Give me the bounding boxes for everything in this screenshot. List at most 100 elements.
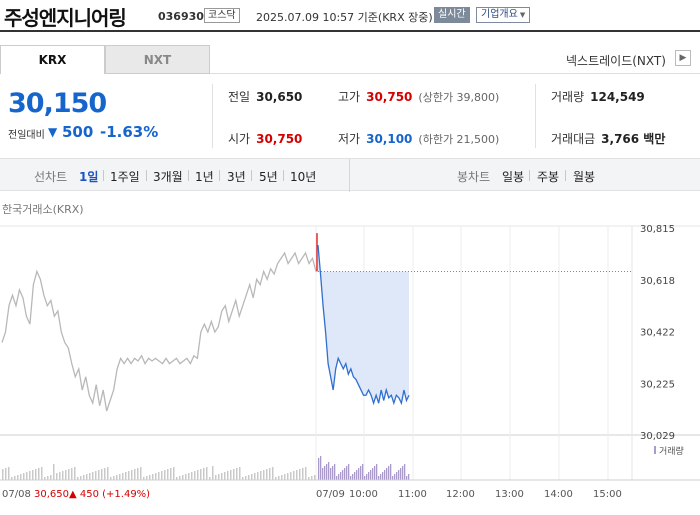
- trade-amount: 거래대금 3,766 백만: [551, 130, 665, 147]
- volume-bar: [302, 468, 304, 480]
- volume-bar: [390, 464, 392, 480]
- volume-bar: [296, 470, 298, 480]
- volume-bar: [386, 468, 388, 480]
- company-overview-button[interactable]: 기업개요 ▼: [476, 7, 531, 23]
- high-value: 30,750: [366, 90, 413, 104]
- separator: [251, 170, 252, 181]
- volume-bar: [83, 475, 85, 480]
- open-value: 30,750: [256, 132, 303, 146]
- volume-bar: [56, 473, 58, 480]
- volume-bar: [137, 468, 139, 480]
- volume-bar: [182, 475, 184, 480]
- candle-chart-label[interactable]: 봉차트: [457, 170, 491, 184]
- volume-bar: [176, 477, 178, 480]
- volume-bar: [378, 476, 380, 480]
- high-label: 고가: [338, 90, 361, 104]
- prev-day-change: ▲ 450 (+1.49%): [69, 489, 150, 500]
- period-1d[interactable]: 1일: [79, 170, 99, 184]
- volume-legend-swatch: [654, 446, 656, 454]
- x-tick-label: 13:00: [495, 489, 524, 500]
- open-label: 시가: [228, 132, 251, 146]
- volume-bar: [59, 472, 61, 480]
- candle-daily[interactable]: 일봉: [502, 170, 525, 184]
- volume-bar: [358, 468, 360, 480]
- volume-bar: [17, 475, 19, 480]
- low-label: 저가: [338, 132, 361, 146]
- volume-bar: [185, 474, 187, 480]
- y-tick-label: 30,029: [640, 431, 675, 442]
- volume-bar: [5, 468, 7, 480]
- volume-bar: [380, 474, 382, 480]
- price-chart[interactable]: 30,815 30,618 30,422 30,225 30,029 거래량 07/08 30…: [0, 210, 700, 515]
- volume-bar: [251, 474, 253, 480]
- volume-bar: [332, 466, 334, 480]
- current-price: 30,150: [8, 88, 107, 119]
- volume-bar: [293, 471, 295, 480]
- volume-bar: [191, 472, 193, 480]
- volume-bar: [218, 474, 220, 480]
- separator: [188, 170, 189, 181]
- line-chart-label[interactable]: 선차트: [34, 170, 68, 184]
- tab-nxt[interactable]: NXT: [105, 45, 210, 74]
- volume-bar: [336, 476, 338, 480]
- candle-weekly[interactable]: 주봉: [537, 170, 560, 184]
- low-value: 30,100: [366, 132, 413, 146]
- volume-bar: [155, 473, 157, 480]
- x-tick-label: 07/09: [316, 489, 345, 500]
- separator: [103, 170, 104, 181]
- volume-bar: [281, 475, 283, 480]
- volume-bar: [290, 472, 292, 480]
- volume-bar: [396, 472, 398, 480]
- volume-bar: [326, 464, 328, 480]
- volume-bar: [200, 469, 202, 480]
- volume-value: 124,549: [590, 90, 645, 104]
- volume-bar: [384, 470, 386, 480]
- candle-monthly[interactable]: 월봉: [573, 170, 596, 184]
- volume-bar: [242, 477, 244, 480]
- low-price: 저가 30,100 (하한가 21,500): [338, 130, 499, 147]
- volume-bar: [68, 469, 70, 480]
- volume-bar: [272, 467, 274, 480]
- volume-bar: [125, 472, 127, 480]
- volume-bar: [95, 471, 97, 480]
- volume-bar: [236, 468, 238, 480]
- period-bar: 선차트 1일 1주일 3개월 1년 3년 5년 10년 봉차트 일봉 주봉 월봉: [0, 158, 700, 192]
- volume-bar: [128, 471, 130, 480]
- volume-bar: [212, 466, 214, 480]
- tab-krx[interactable]: KRX: [0, 45, 105, 74]
- market-badge: 코스닥: [204, 8, 240, 23]
- y-tick-label: 30,225: [640, 379, 675, 390]
- period-3y[interactable]: 3년: [227, 170, 246, 184]
- volume-bar: [164, 470, 166, 480]
- tab-divider: [210, 73, 700, 74]
- volume-bar: [314, 475, 316, 480]
- volume-bar: [224, 472, 226, 480]
- volume-bar: [107, 467, 109, 480]
- nxt-trade-link[interactable]: 넥스트레이드(NXT): [566, 54, 666, 68]
- period-3m[interactable]: 3개월: [153, 170, 183, 184]
- y-tick-label: 30,815: [640, 224, 675, 235]
- volume-bar: [197, 470, 199, 480]
- period-10y[interactable]: 10년: [290, 170, 317, 184]
- volume-bar: [227, 471, 229, 480]
- volume-bar: [71, 468, 73, 480]
- volume-bar: [372, 468, 374, 480]
- volume-bar: [65, 470, 67, 480]
- chevron-right-icon[interactable]: ▶: [675, 50, 691, 66]
- period-1w[interactable]: 1주일: [110, 170, 140, 184]
- volume-bar: [86, 474, 88, 480]
- stock-code: 036930: [158, 10, 204, 23]
- volume-bar: [376, 464, 378, 480]
- volume-bar: [11, 477, 13, 480]
- period-1y[interactable]: 1년: [195, 170, 214, 184]
- volume-bar: [29, 471, 31, 480]
- volume-bar: [44, 477, 46, 480]
- realtime-button[interactable]: 실시간: [434, 7, 470, 23]
- down-triangle-icon: ▼: [48, 125, 58, 139]
- volume-bar: [92, 472, 94, 480]
- period-5y[interactable]: 5년: [259, 170, 278, 184]
- volume-bar: [8, 467, 10, 480]
- volume-bar: [146, 476, 148, 480]
- volume-bar: [334, 464, 336, 480]
- volume-bar: [400, 468, 402, 480]
